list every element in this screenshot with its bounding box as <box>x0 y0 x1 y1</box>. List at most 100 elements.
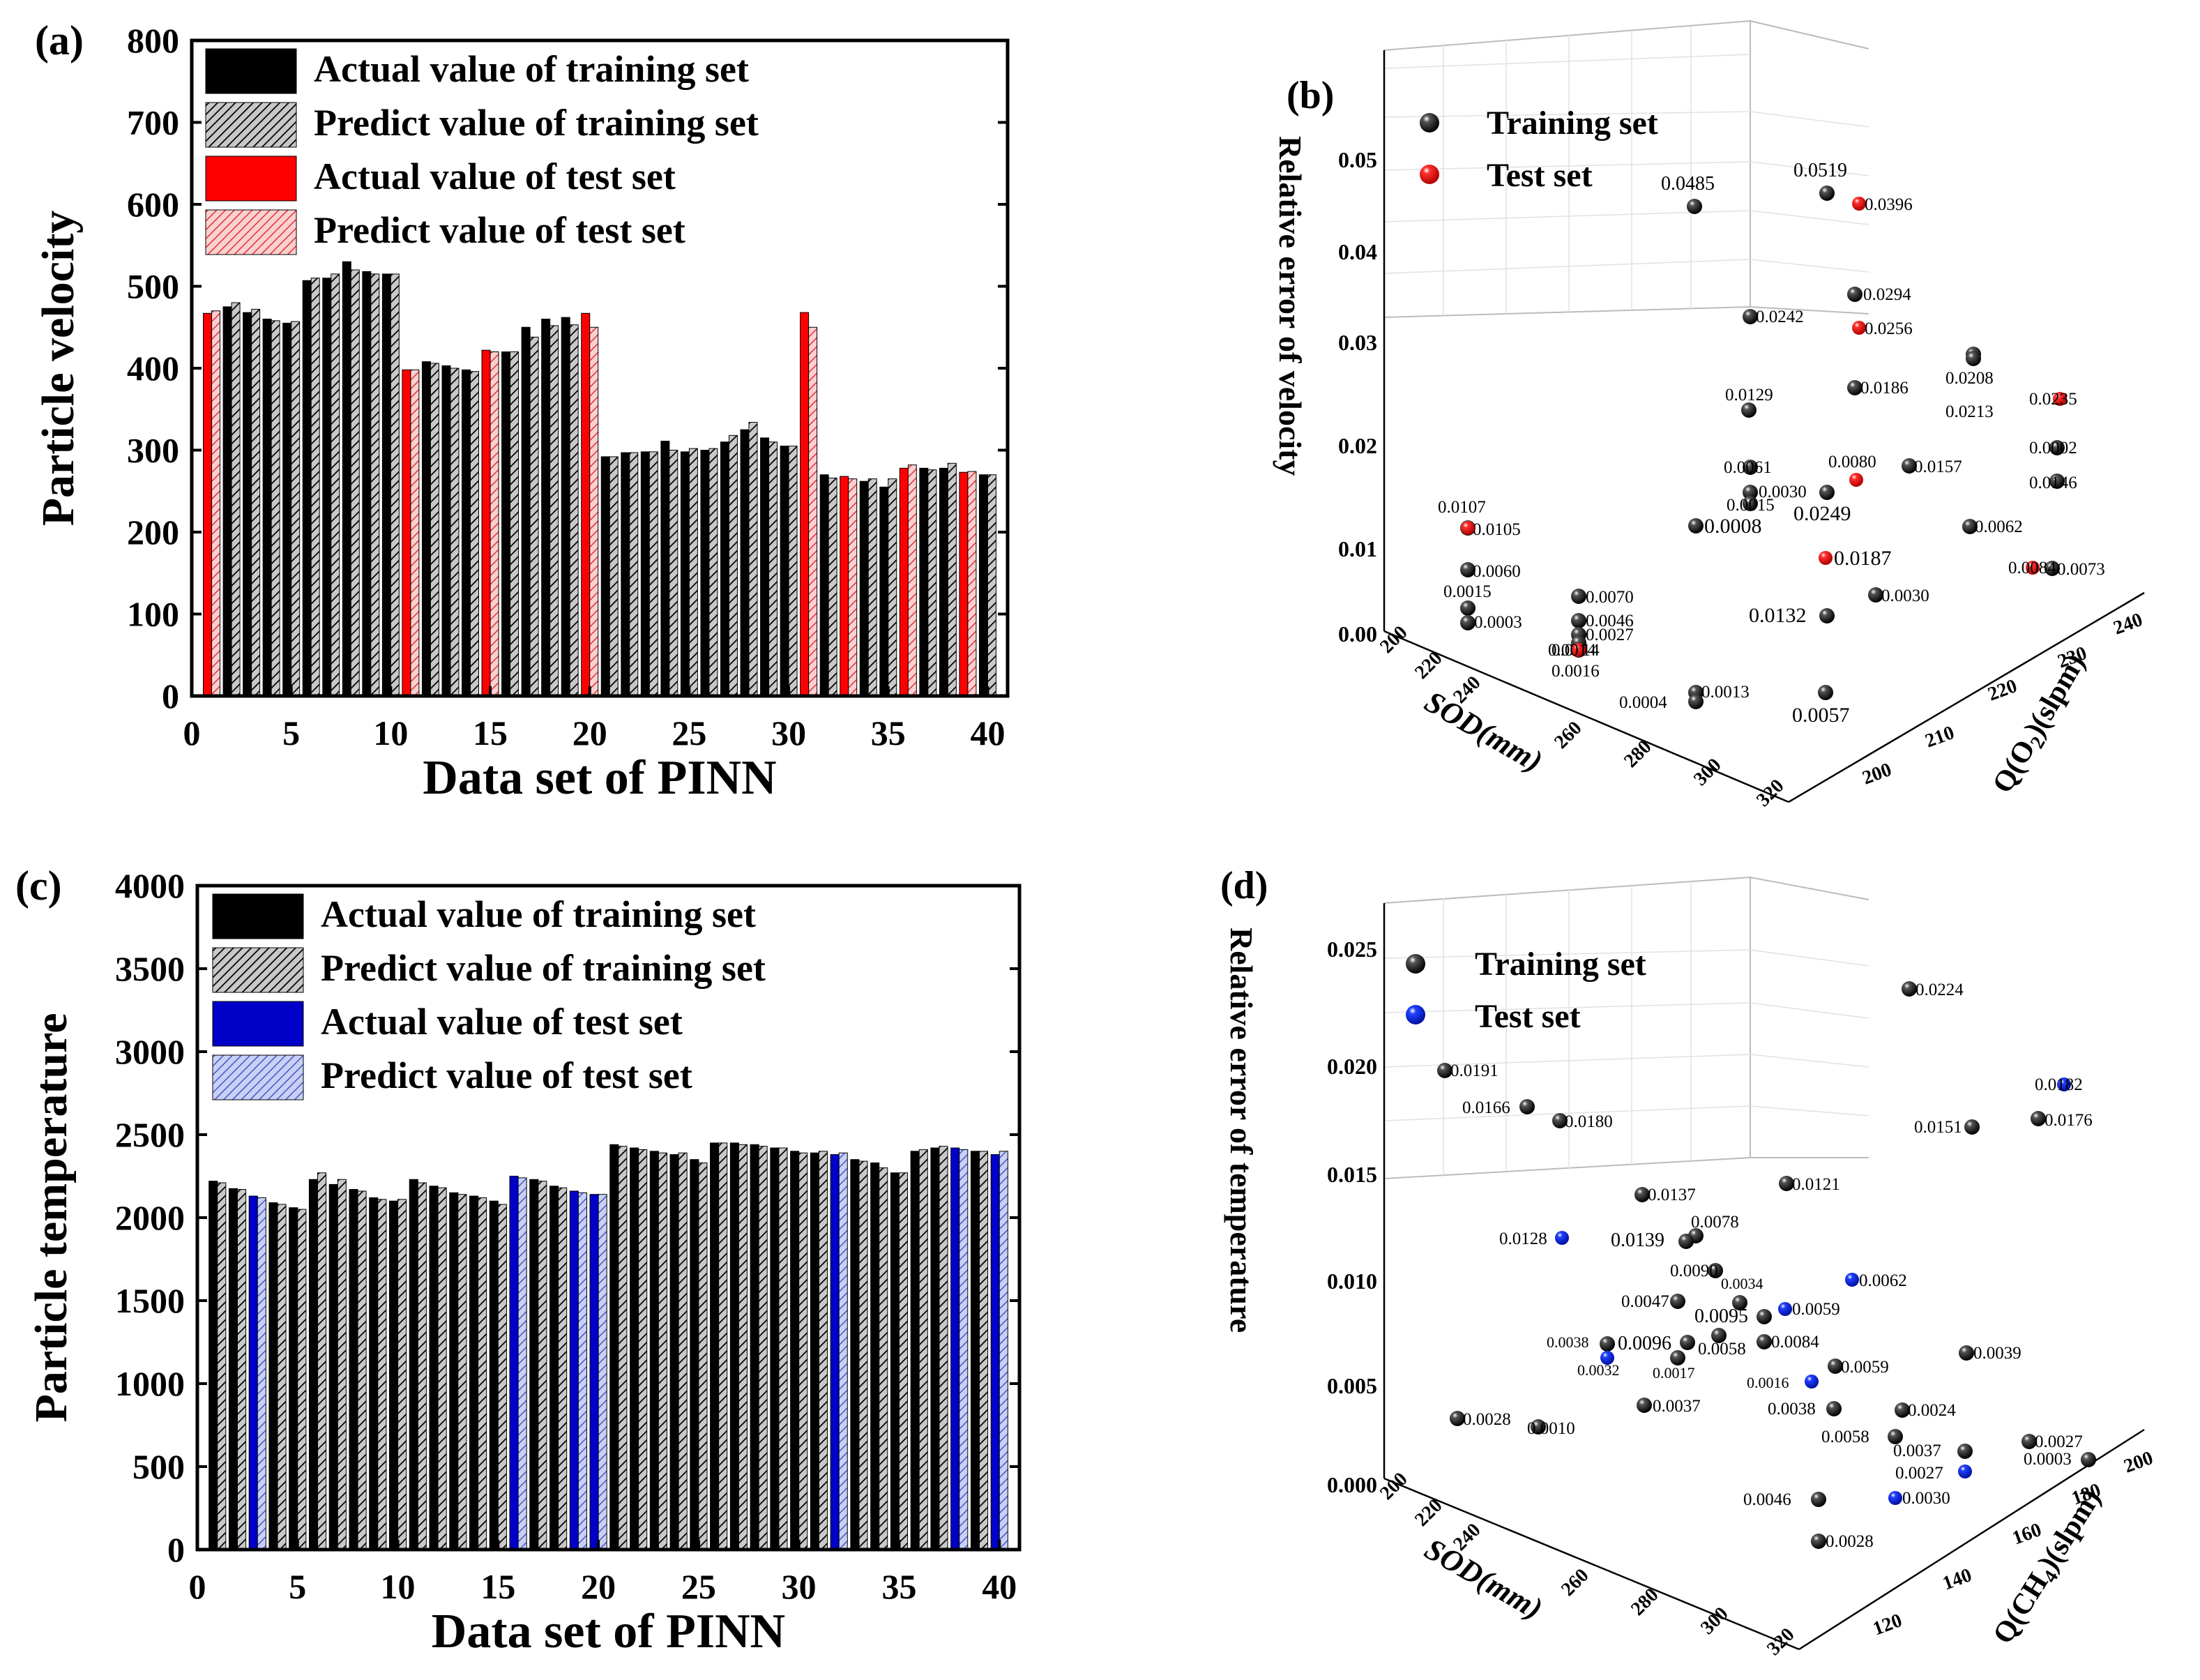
c-bar-actual-9 <box>369 1197 379 1550</box>
d-train-label-17: 0.0058 <box>1698 1340 1746 1359</box>
b-train-label-18: 0.0105 <box>1473 520 1521 539</box>
b-test-point-0 <box>1852 197 1866 211</box>
d-test-label-7: 0.0030 <box>1902 1489 1950 1508</box>
c-bar-actual-4 <box>268 1202 278 1550</box>
a-bar-actual-16 <box>501 351 511 697</box>
c-bar-actual-1 <box>208 1181 218 1550</box>
c-legend-3: Predict value of test set <box>321 1054 692 1096</box>
d-train-label-28: 0.0027 <box>2035 1432 2083 1451</box>
c-legend-2: Actual value of test set <box>321 1001 683 1043</box>
c-bar-actual-31 <box>810 1152 819 1550</box>
panel-b-velocity-error-3d-scatter: 0.00 0.01 0.02 0.03 0.04 0.05 200 220 24… <box>1273 20 2146 811</box>
a-xlabel: Data set of PINN <box>423 751 776 805</box>
d-yt2: 160 <box>2010 1519 2045 1549</box>
a-bar-actual-37 <box>919 467 929 697</box>
panel-d-3d-box <box>1383 876 1869 1180</box>
c-bar-predict-33 <box>858 1160 868 1550</box>
c-bar-actual-17 <box>529 1179 539 1550</box>
a-xtick-6: 30 <box>771 713 806 752</box>
b-legend-training: Training set <box>1487 105 1658 142</box>
d-train-point-6 <box>1779 1176 1794 1191</box>
b-train-point-7 <box>1741 402 1757 418</box>
a-bar-actual-23 <box>640 451 650 697</box>
b-train-label-13: 0.0015 <box>1727 496 1775 515</box>
a-bar-actual-28 <box>740 429 750 697</box>
c-bar-predict-36 <box>918 1149 928 1550</box>
b-test-point-6 <box>1461 521 1475 535</box>
a-bar-actual-31 <box>800 312 810 697</box>
d-yt1: 140 <box>1940 1564 1975 1594</box>
a-bar-actual-13 <box>441 365 451 697</box>
d-train-point-4 <box>1964 1119 1980 1135</box>
a-bar-actual-3 <box>243 312 252 697</box>
b-train-label-7: 0.0129 <box>1725 386 1773 404</box>
a-bar-predict-30 <box>788 446 798 697</box>
c-bar-predict-10 <box>397 1199 407 1550</box>
c-bar-predict-13 <box>457 1194 467 1550</box>
d-test-label-1: 0.0128 <box>1499 1229 1547 1248</box>
b-test-point-2 <box>2053 392 2067 406</box>
a-bar-actual-5 <box>282 322 292 697</box>
d-test-point-3 <box>1778 1302 1792 1316</box>
a-bar-predict-28 <box>748 422 758 697</box>
d-test-point-2 <box>1845 1273 1859 1287</box>
a-xtick-4: 20 <box>572 713 607 752</box>
d-test-point-0 <box>2057 1077 2071 1091</box>
b-train-label-2: 0.0294 <box>1863 285 1911 304</box>
a-ytick-8: 800 <box>127 21 179 60</box>
a-bar-predict-15 <box>490 351 499 697</box>
a-xtick-0: 0 <box>183 713 201 752</box>
b-yt4: 240 <box>2111 609 2146 639</box>
b-xt1: 220 <box>1411 647 1447 683</box>
d-train-label-7: 0.0137 <box>1648 1186 1696 1204</box>
d-yt0: 120 <box>1870 1610 1905 1640</box>
b-train-label-6: 0.0213 <box>1945 402 1994 421</box>
d-train-point-16 <box>1757 1334 1772 1349</box>
c-bar-predict-39 <box>978 1151 989 1550</box>
d-xt1: 220 <box>1411 1494 1447 1531</box>
c-bar-predict-22 <box>638 1149 648 1550</box>
a-bar-actual-7 <box>322 278 332 697</box>
d-train-label-30: 0.0046 <box>1743 1490 1791 1509</box>
a-xtick-3: 15 <box>473 713 508 752</box>
d-train-label-24: 0.0038 <box>1768 1400 1816 1418</box>
a-legend-swatch-3 <box>205 209 297 255</box>
c-bar-predict-40 <box>999 1151 1008 1550</box>
d-test-label-6: 0.0027 <box>1895 1464 1943 1483</box>
a-bar-predict-18 <box>549 325 559 697</box>
a-bar-actual-19 <box>561 317 570 697</box>
b-zlabel: Relative error of velocity <box>1273 136 1308 476</box>
b-train-label-4: 0.0186 <box>1860 379 1909 398</box>
a-bar-predict-14 <box>470 371 479 697</box>
a-bar-predict-10 <box>390 273 400 697</box>
d-zt3: 0.015 <box>1327 1162 1377 1187</box>
c-bar-actual-38 <box>950 1147 960 1550</box>
a-bar-actual-22 <box>621 452 630 697</box>
c-bar-actual-10 <box>388 1200 399 1550</box>
c-xlabel: Data set of PINN <box>432 1605 785 1658</box>
b-train-point-11 <box>1743 485 1758 500</box>
d-train-label-11: 0.0034 <box>1721 1275 1763 1292</box>
c-bar-actual-36 <box>910 1151 920 1550</box>
b-test-label-2: 0.0235 <box>2029 390 2077 409</box>
d-zt5: 0.025 <box>1327 937 1377 962</box>
a-bar-actual-9 <box>362 271 372 697</box>
a-panel-label: (a) <box>35 17 84 63</box>
a-legend-3: Predict value of test set <box>314 209 685 251</box>
a-bar-predict-23 <box>648 451 658 697</box>
d-train-label-29: 0.0003 <box>2024 1450 2072 1469</box>
b-train-point-17 <box>2045 561 2060 576</box>
c-bar-predict-19 <box>577 1192 587 1550</box>
c-ytick-1: 500 <box>132 1447 185 1486</box>
a-ytick-1: 100 <box>127 595 179 634</box>
c-bar-actual-18 <box>549 1186 559 1550</box>
a-xtick-1: 5 <box>282 713 300 752</box>
b-train-label-20: 0.0070 <box>1586 588 1634 607</box>
b-train-point-10 <box>1743 460 1758 475</box>
d-legend-training-marker <box>1406 954 1425 974</box>
a-bar-predict-9 <box>370 273 380 697</box>
a-bar-predict-6 <box>310 278 320 697</box>
a-bar-actual-26 <box>700 450 710 697</box>
d-train-label-23: 0.0037 <box>1653 1397 1701 1416</box>
